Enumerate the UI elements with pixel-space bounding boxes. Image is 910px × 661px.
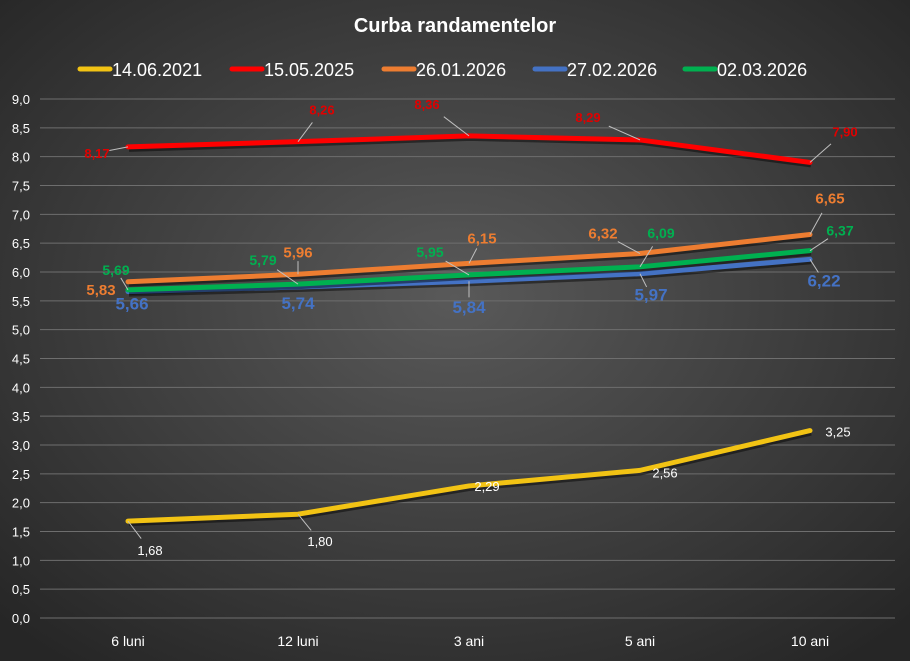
data-label: 5,69 xyxy=(102,262,129,278)
legend-label: 26.01.2026 xyxy=(416,60,506,80)
y-tick-label: 9,0 xyxy=(12,92,30,107)
data-label: 3,25 xyxy=(825,425,850,440)
data-label: 5,97 xyxy=(634,286,667,305)
data-label: 8,17 xyxy=(84,146,109,161)
data-label: 6,37 xyxy=(826,223,853,239)
data-label: 2,29 xyxy=(474,479,499,494)
legend: 14.06.2021 15.05.2025 26.01.2026 27.02.2026… xyxy=(77,60,807,80)
data-label: 5,84 xyxy=(452,298,486,317)
leader-line xyxy=(809,143,832,163)
data-label: 5,66 xyxy=(115,295,148,314)
y-tick-label: 6,5 xyxy=(12,236,30,251)
x-tick-label: 12 luni xyxy=(277,633,318,649)
chart-title: Curba randamentelor xyxy=(354,15,556,37)
y-tick-label: 4,5 xyxy=(12,352,30,367)
data-label: 5,96 xyxy=(283,244,312,261)
x-tick-label: 5 ani xyxy=(625,633,655,649)
data-label: 5,95 xyxy=(416,244,443,260)
leader-line xyxy=(445,260,470,276)
y-tick-label: 1,5 xyxy=(12,525,30,540)
leader-line xyxy=(809,259,819,273)
data-label: 6,15 xyxy=(467,230,496,247)
gridlines xyxy=(40,98,895,619)
y-tick-label: 7,5 xyxy=(12,179,30,194)
y-tick-label: 2,0 xyxy=(12,496,30,511)
legend-item: 26.01.2026 xyxy=(381,60,506,80)
data-label: 6,22 xyxy=(807,271,840,290)
legend-item: 02.03.2026 xyxy=(682,60,807,80)
data-label: 6,65 xyxy=(815,191,844,208)
data-label: 7,90 xyxy=(832,124,857,139)
y-tick-label: 2,5 xyxy=(12,467,30,482)
y-tick-label: 0,5 xyxy=(12,582,30,597)
leader-line xyxy=(608,125,641,141)
legend-label: 27.02.2026 xyxy=(567,60,657,80)
leader-line xyxy=(297,513,312,531)
legend-label: 02.03.2026 xyxy=(717,60,807,80)
y-tick-label: 3,0 xyxy=(12,438,30,453)
leader-line xyxy=(109,146,129,151)
y-tick-label: 5,0 xyxy=(12,323,30,338)
leader-line xyxy=(120,277,129,291)
data-label: 5,83 xyxy=(86,282,115,299)
data-label: 5,79 xyxy=(249,252,276,268)
x-tick-label: 6 luni xyxy=(111,633,144,649)
legend-label: 15.05.2025 xyxy=(264,60,354,80)
y-tick-label: 0,0 xyxy=(12,611,30,626)
legend-item: 27.02.2026 xyxy=(532,60,657,80)
x-tick-label: 10 ani xyxy=(791,633,829,649)
data-label: 8,29 xyxy=(575,110,600,125)
x-tick-label: 3 ani xyxy=(454,633,484,649)
y-tick-label: 7,0 xyxy=(12,207,30,222)
data-label: 1,80 xyxy=(307,534,332,549)
leader-line xyxy=(297,122,313,142)
leader-line xyxy=(809,212,823,235)
y-tick-label: 1,0 xyxy=(12,553,30,568)
x-axis-ticks: 6 luni 12 luni 3 ani 5 ani 10 ani xyxy=(111,633,829,649)
legend-item: 15.05.2025 xyxy=(229,60,354,80)
data-label: 8,36 xyxy=(414,97,439,112)
y-tick-label: 8,0 xyxy=(12,150,30,165)
y-tick-label: 6,0 xyxy=(12,265,30,280)
legend-item: 14.06.2021 xyxy=(77,60,202,80)
data-labels: 1,68 1,80 2,29 2,56 3,25 8,17 8,26 8,36 8,29 7,90… xyxy=(84,97,857,558)
leader-line xyxy=(809,238,829,252)
data-label: 8,26 xyxy=(309,103,334,118)
data-label: 5,74 xyxy=(281,294,315,313)
data-label: 1,68 xyxy=(137,543,162,558)
leader-line xyxy=(468,248,478,264)
y-tick-label: 5,5 xyxy=(12,294,30,309)
leader-line xyxy=(127,520,142,539)
leader-line xyxy=(617,241,641,254)
data-label: 2,56 xyxy=(652,465,677,480)
y-axis-ticks: 0,0 0,5 1,0 1,5 2,0 2,5 3,0 3,5 4,0 4,5 5,0 5,5 6,0 6… xyxy=(12,92,30,626)
y-tick-label: 4,0 xyxy=(12,380,30,395)
series-line-14.06.2021 xyxy=(125,428,813,524)
leader-line xyxy=(443,116,470,137)
data-label: 6,09 xyxy=(647,225,674,241)
leader-line xyxy=(276,269,299,285)
legend-label: 14.06.2021 xyxy=(112,60,202,80)
y-tick-label: 8,5 xyxy=(12,121,30,136)
leader-line xyxy=(639,246,654,268)
data-label: 6,32 xyxy=(588,226,617,243)
y-tick-label: 3,5 xyxy=(12,409,30,424)
leader-line xyxy=(639,273,648,288)
